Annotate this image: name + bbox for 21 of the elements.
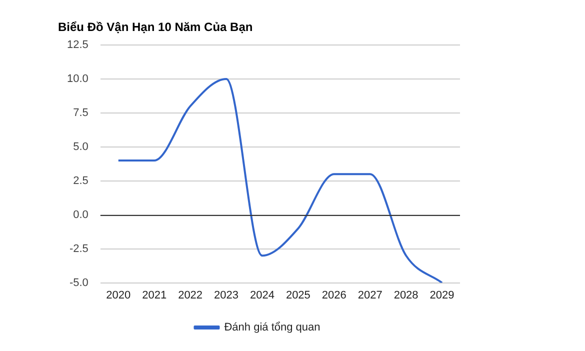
x-tick-label: 2026 xyxy=(322,289,346,302)
x-tick-label: 2021 xyxy=(142,289,167,302)
line-series xyxy=(117,78,444,283)
y-tick-label: 7.5 xyxy=(73,106,88,119)
y-tick-label: -2.5 xyxy=(69,242,88,255)
x-tick-label: 2023 xyxy=(214,289,239,302)
x-tick-label: 2022 xyxy=(178,289,203,302)
chart-title: Biểu Đồ Vận Hạn 10 Năm Của Bạn xyxy=(58,20,253,34)
legend-label: Đánh giá tổng quan xyxy=(224,322,320,334)
x-tick-label: 2025 xyxy=(286,289,310,302)
y-tick-label: 10.0 xyxy=(66,73,88,86)
x-tick-label: 2028 xyxy=(394,289,418,302)
x-tick-label: 2027 xyxy=(358,289,382,302)
y-tick-label: 12.5 xyxy=(66,39,88,52)
y-tick-label: -5.0 xyxy=(69,276,88,289)
x-tick-label: 2029 xyxy=(430,289,454,302)
x-tick-label: 2024 xyxy=(250,289,274,302)
y-tick-label: 2.5 xyxy=(73,174,88,187)
y-tick-label: 5.0 xyxy=(73,140,88,153)
x-tick-label: 2020 xyxy=(106,289,131,302)
y-tick-label: 0.0 xyxy=(73,208,88,221)
